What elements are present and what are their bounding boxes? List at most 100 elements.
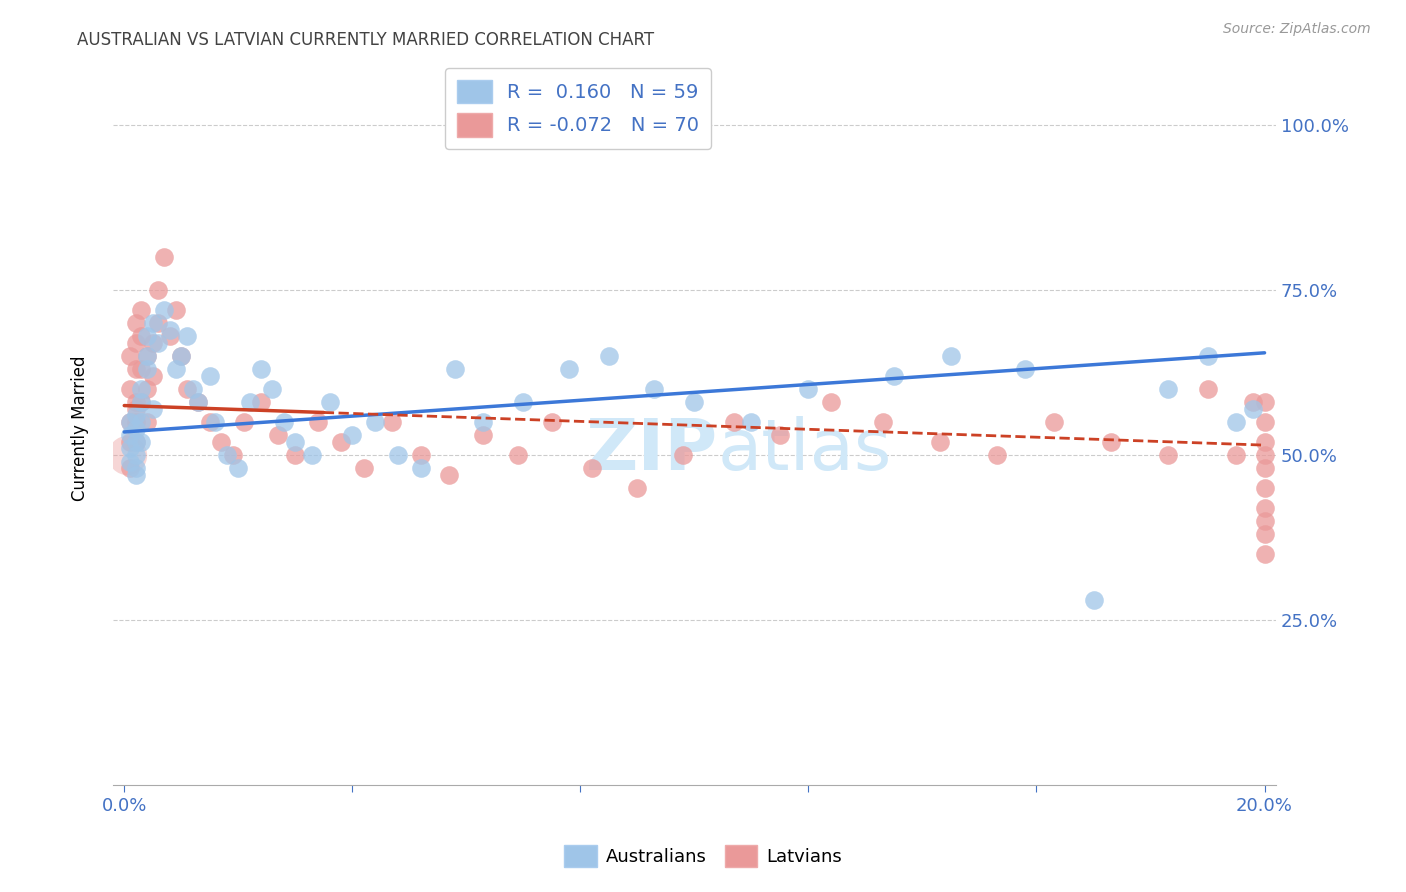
Point	[273, 415, 295, 429]
Point	[353, 461, 375, 475]
Point	[165, 302, 187, 317]
Point	[284, 434, 307, 449]
Point	[118, 428, 141, 442]
Point	[131, 395, 153, 409]
Point	[118, 349, 141, 363]
Point	[1099, 434, 1122, 449]
Point	[883, 368, 905, 383]
Point	[118, 415, 141, 429]
Point	[364, 415, 387, 429]
Point	[644, 382, 666, 396]
Point	[131, 362, 153, 376]
Point	[118, 434, 141, 449]
Point	[124, 434, 146, 449]
Point	[131, 434, 153, 449]
Point	[170, 349, 193, 363]
Point	[250, 362, 273, 376]
Point	[250, 395, 273, 409]
Point	[136, 349, 159, 363]
Point	[215, 448, 238, 462]
Point	[118, 461, 141, 475]
Point	[1083, 593, 1105, 607]
Point	[187, 395, 209, 409]
Legend: R =  0.160   N = 59, R = -0.072   N = 70: R = 0.160 N = 59, R = -0.072 N = 70	[446, 68, 711, 148]
Point	[1225, 448, 1247, 462]
Point	[221, 448, 243, 462]
Point	[1241, 401, 1264, 416]
Point	[165, 362, 187, 376]
Point	[1156, 382, 1178, 396]
Point	[683, 395, 706, 409]
Point	[136, 329, 159, 343]
Point	[262, 382, 284, 396]
Point	[409, 461, 432, 475]
Point	[148, 316, 170, 330]
Point	[118, 415, 141, 429]
Point	[136, 382, 159, 396]
Point	[159, 323, 181, 337]
Point	[131, 415, 153, 429]
Point	[136, 362, 159, 376]
Point	[131, 329, 153, 343]
Point	[439, 467, 461, 482]
Point	[124, 316, 146, 330]
Point	[1197, 349, 1219, 363]
Point	[118, 382, 141, 396]
Point	[284, 448, 307, 462]
Text: ZIP: ZIP	[585, 416, 717, 484]
Point	[142, 335, 165, 350]
Point	[153, 250, 176, 264]
Legend: Australians, Latvians: Australians, Latvians	[557, 838, 849, 874]
Point	[209, 434, 232, 449]
Point	[176, 329, 198, 343]
Point	[381, 415, 404, 429]
Point	[872, 415, 894, 429]
Point	[124, 461, 146, 475]
Point	[1253, 448, 1275, 462]
Text: Source: ZipAtlas.com: Source: ZipAtlas.com	[1223, 22, 1371, 37]
Point	[226, 461, 249, 475]
Point	[239, 395, 262, 409]
Point	[124, 395, 146, 409]
Point	[1241, 395, 1264, 409]
Point	[986, 448, 1008, 462]
Point	[124, 434, 146, 449]
Point	[118, 455, 141, 469]
Y-axis label: Currently Married: Currently Married	[72, 356, 89, 501]
Point	[131, 382, 153, 396]
Point	[148, 335, 170, 350]
Point	[506, 448, 529, 462]
Point	[124, 467, 146, 482]
Point	[1253, 500, 1275, 515]
Point	[1253, 547, 1275, 561]
Point	[159, 329, 181, 343]
Point	[939, 349, 962, 363]
Point	[124, 401, 146, 416]
Point	[1253, 514, 1275, 528]
Point	[1225, 415, 1247, 429]
Point	[626, 481, 648, 495]
Point	[170, 349, 193, 363]
Point	[131, 395, 153, 409]
Point	[181, 382, 204, 396]
Point	[541, 415, 564, 429]
Point	[1253, 395, 1275, 409]
Point	[581, 461, 603, 475]
Point	[769, 428, 792, 442]
Point	[444, 362, 467, 376]
Point	[1042, 415, 1064, 429]
Text: atlas: atlas	[717, 416, 891, 484]
Point	[342, 428, 364, 442]
Point	[1253, 415, 1275, 429]
Point	[124, 448, 146, 462]
Point	[598, 349, 620, 363]
Point	[409, 448, 432, 462]
Point	[124, 335, 146, 350]
Point	[1253, 481, 1275, 495]
Point	[1014, 362, 1036, 376]
Point	[118, 442, 141, 456]
Point	[1253, 527, 1275, 541]
Point	[329, 434, 352, 449]
Point	[472, 428, 495, 442]
Point	[1253, 461, 1275, 475]
